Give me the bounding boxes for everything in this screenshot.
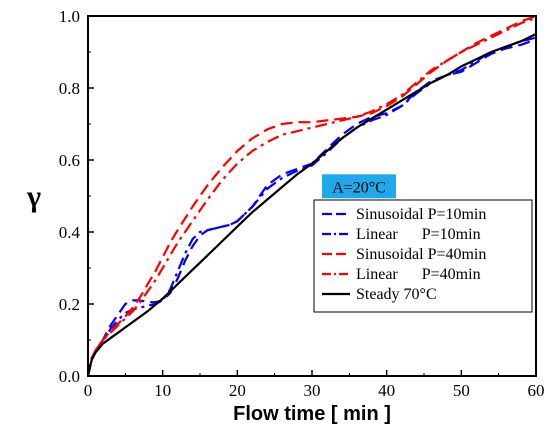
- y-tick-label: 1.0: [59, 7, 80, 26]
- y-tick-label: 0.0: [59, 367, 80, 386]
- annotation-text: A=20°C: [332, 179, 386, 196]
- y-tick-label: 0.2: [59, 295, 80, 314]
- legend-label: Steady 70°C: [356, 286, 437, 303]
- series-line-3: [86, 14, 537, 377]
- y-tick-label: 0.6: [59, 151, 80, 170]
- series-line-4: [86, 16, 537, 377]
- x-tick-label: 30: [304, 381, 321, 400]
- x-tick-label: 40: [378, 381, 395, 400]
- legend-frame: [313, 199, 533, 313]
- x-tick-label: 20: [229, 381, 246, 400]
- y-tick-label: 0.4: [59, 223, 81, 242]
- x-tick-label: 0: [84, 381, 93, 400]
- legend-label: Linear P=40min: [356, 266, 481, 283]
- x-axis-title: Flow time [ min ]: [233, 403, 391, 425]
- x-tick-label: 60: [528, 381, 545, 400]
- series-line-5: [86, 33, 537, 377]
- plot-frame: [87, 15, 537, 377]
- legend-label: Linear P=10min: [356, 226, 481, 243]
- x-tick-label: 10: [154, 381, 171, 400]
- annotation-background: [322, 174, 397, 199]
- annotation-box: A=20°C: [322, 174, 397, 199]
- legend: Sinusoidal P=10min Linear P=10min Sinusoid…: [313, 199, 533, 313]
- legend-label: Sinusoidal P=10min: [356, 206, 486, 223]
- y-tick-label: 0.8: [59, 79, 80, 98]
- y-axis-title: γ: [26, 180, 41, 213]
- x-tick-label: 50: [453, 381, 470, 400]
- legend-label: Sinusoidal P=40min: [356, 246, 486, 263]
